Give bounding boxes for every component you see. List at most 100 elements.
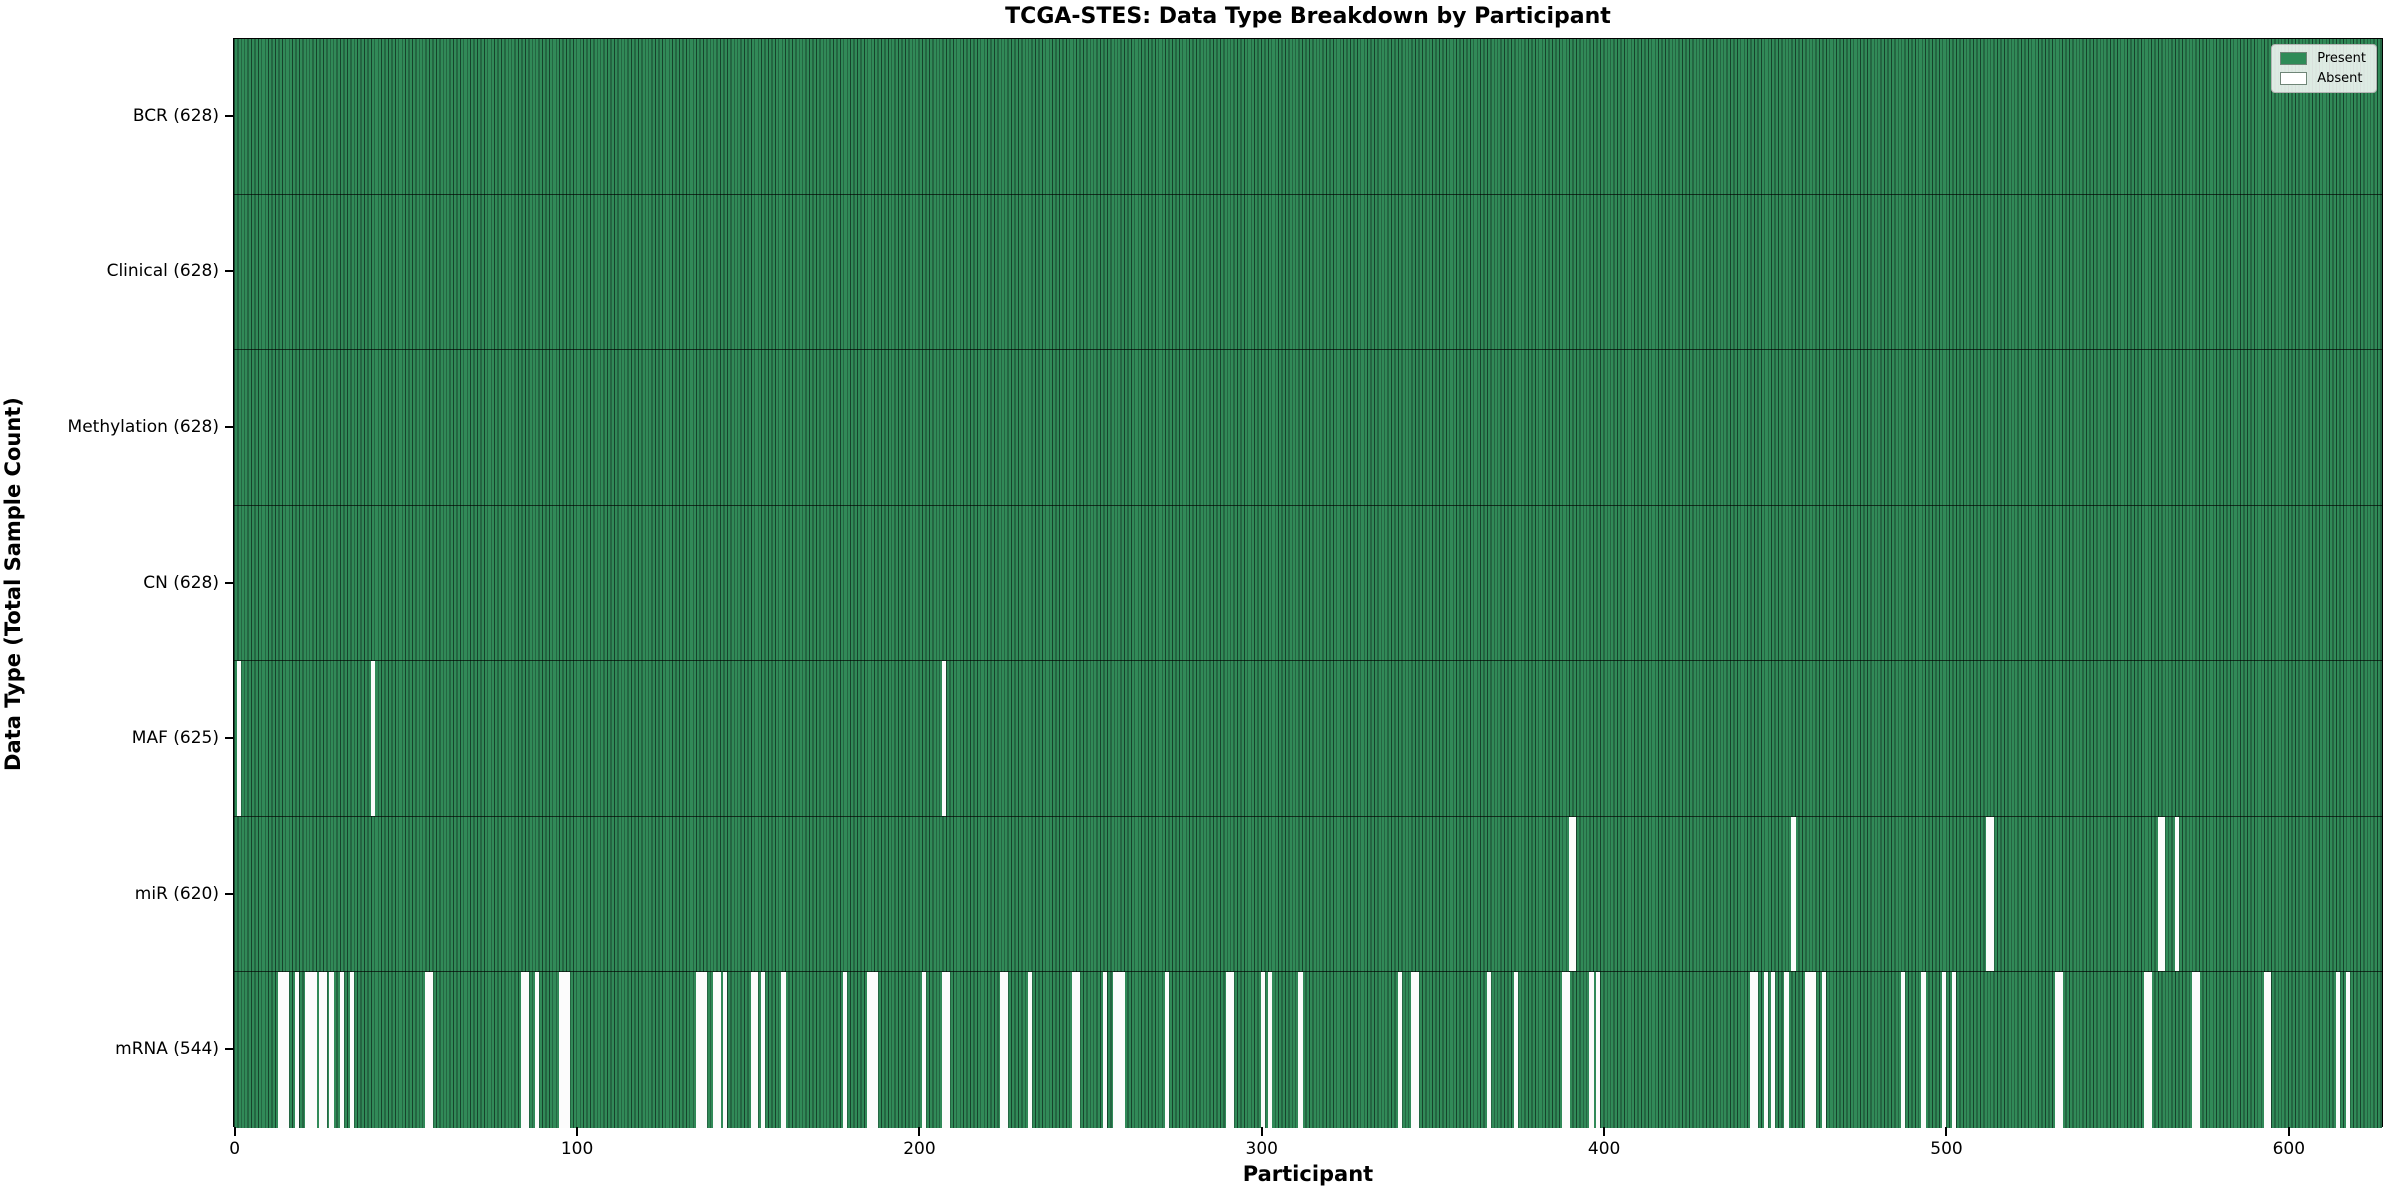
absent-gap: [1989, 816, 1995, 972]
absent-gap: [1753, 972, 1758, 1128]
y-tick-mark: [225, 425, 233, 428]
absent-gap: [521, 972, 526, 1128]
absent-gap: [921, 972, 926, 1128]
x-tick-label: 400: [1587, 1139, 1621, 1159]
absent-gap: [1027, 972, 1033, 1128]
x-axis-title: Participant: [1242, 1162, 1374, 1186]
absent-gap: [1075, 972, 1081, 1128]
absent-gap: [281, 972, 286, 1128]
plot-area: Present Absent: [233, 38, 2383, 1128]
x-tick-mark: [2287, 1127, 2290, 1136]
absent-gap: [695, 972, 700, 1128]
y-tick-label-maf: MAF (625): [131, 728, 219, 749]
absent-gap: [1784, 972, 1789, 1128]
absent-gap: [237, 661, 242, 816]
x-tick-mark: [576, 1127, 579, 1136]
absent-gap: [2143, 972, 2149, 1128]
absent-gap: [350, 972, 355, 1128]
y-tick-label-cn: CN (628): [143, 572, 219, 593]
absent-gap: [284, 972, 290, 1128]
absent-gap: [702, 972, 707, 1128]
row-methylation: [234, 350, 2382, 506]
absent-gap: [1921, 972, 1926, 1128]
absent-gap: [312, 972, 317, 1128]
absent-gap: [873, 972, 879, 1128]
absent-gap: [1811, 972, 1817, 1128]
absent-gap: [1596, 972, 1601, 1128]
absent-gap: [1414, 972, 1419, 1128]
absent-gap: [534, 972, 540, 1128]
absent-gap: [1805, 972, 1810, 1128]
absent-gap: [2054, 972, 2060, 1128]
x-tick-label: 100: [560, 1139, 594, 1159]
absent-gap: [1103, 972, 1108, 1128]
absent-gap: [305, 972, 310, 1128]
absent-gap: [1568, 816, 1573, 972]
absent-gap: [945, 972, 950, 1128]
absent-gap: [1397, 972, 1402, 1128]
absent-gap: [2157, 816, 2162, 972]
absent-gap: [1267, 972, 1272, 1128]
absent-gap: [2161, 816, 2166, 972]
row-maf: [234, 661, 2382, 817]
absent-gap: [723, 972, 728, 1128]
x-tick-mark: [1945, 1127, 1948, 1136]
x-tick-mark: [1603, 1127, 1606, 1136]
absent-gap: [942, 661, 947, 816]
absent-gap: [370, 661, 375, 816]
absent-gap: [1822, 972, 1827, 1128]
y-tick-label-mir: miR (620): [134, 883, 219, 904]
absent-gap: [295, 972, 300, 1128]
legend-swatch-absent: [2280, 72, 2308, 85]
absent-gap: [942, 972, 947, 1128]
absent-gap: [1572, 816, 1577, 972]
absent-gap: [750, 972, 755, 1128]
absent-gap: [565, 972, 570, 1128]
absent-gap: [842, 972, 848, 1128]
y-tick-label-methylation: Methylation (628): [67, 416, 219, 437]
absent-gap: [2195, 972, 2200, 1128]
absent-gap: [1589, 972, 1594, 1128]
absent-gap: [1072, 972, 1077, 1128]
absent-gap: [1229, 972, 1235, 1128]
absent-gap: [558, 972, 564, 1128]
absent-gap: [781, 972, 786, 1128]
absent-gap: [319, 972, 324, 1128]
absent-gap: [1952, 972, 1957, 1128]
absent-gap: [1226, 972, 1231, 1128]
legend: Present Absent: [2271, 44, 2377, 93]
y-tick-mark: [225, 737, 233, 740]
absent-gap: [1808, 972, 1813, 1128]
absent-gap: [712, 972, 718, 1128]
absent-gap: [1486, 972, 1491, 1128]
y-tick-label-bcr: BCR (628): [132, 105, 219, 126]
absent-gap: [716, 972, 721, 1128]
absent-gap: [2267, 972, 2272, 1128]
absent-gap: [1941, 972, 1947, 1128]
absent-gap: [1000, 972, 1005, 1128]
x-tick-label: 0: [229, 1139, 241, 1159]
row-cn: [234, 505, 2382, 662]
x-tick-mark: [233, 1127, 236, 1136]
absent-gap: [1750, 972, 1755, 1128]
x-tick-label: 600: [2272, 1139, 2306, 1159]
absent-gap: [308, 972, 314, 1128]
absent-gap: [278, 972, 283, 1128]
y-tick-mark: [225, 114, 233, 117]
x-tick-label: 200: [903, 1139, 936, 1159]
absent-gap: [1120, 972, 1125, 1128]
absent-gap: [322, 972, 327, 1128]
legend-label-present: Present: [2317, 51, 2366, 66]
absent-gap: [1116, 972, 1122, 1128]
legend-swatch-present: [2280, 52, 2308, 65]
absent-gap: [1770, 972, 1775, 1128]
absent-gap: [870, 972, 875, 1128]
x-tick-label: 500: [1930, 1139, 1963, 1159]
x-tick-mark: [918, 1127, 921, 1136]
legend-item-absent: Absent: [2280, 71, 2366, 86]
absent-gap: [2147, 972, 2152, 1128]
x-tick-mark: [1260, 1127, 1263, 1136]
absent-gap: [1561, 972, 1567, 1128]
absent-gap: [2191, 972, 2197, 1128]
row-bcr: [234, 39, 2382, 195]
